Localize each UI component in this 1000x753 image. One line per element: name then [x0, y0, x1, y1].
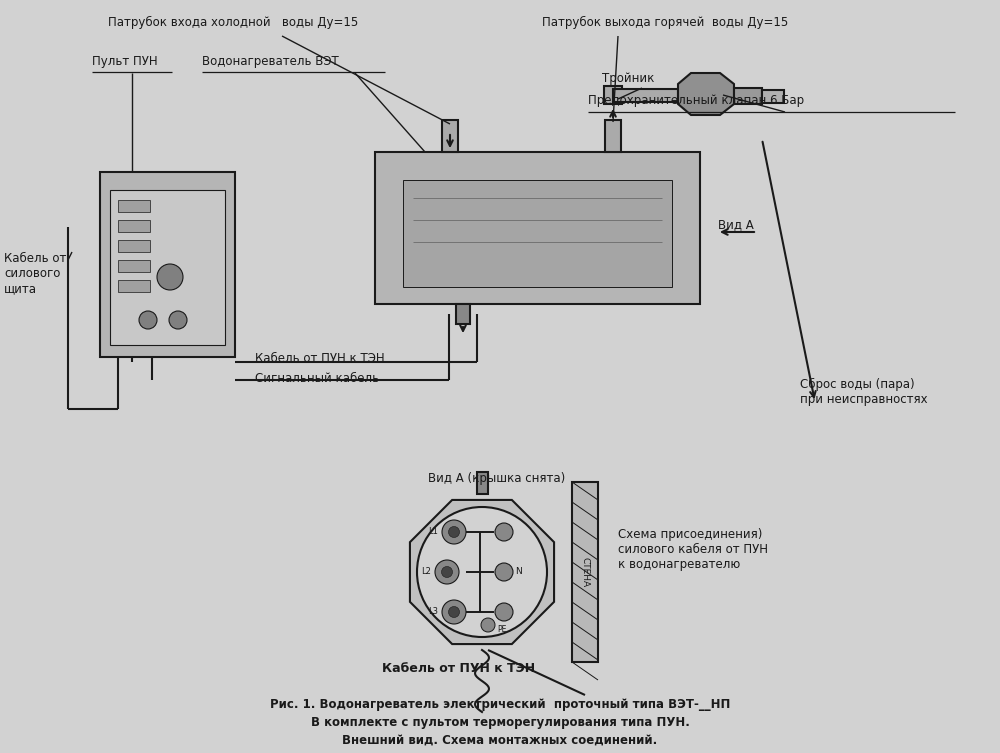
Text: Внешний вид. Схема монтажных соединений.: Внешний вид. Схема монтажных соединений.: [342, 734, 658, 747]
Circle shape: [157, 264, 183, 290]
Bar: [477, 472, 488, 494]
Text: L1: L1: [428, 528, 438, 536]
Text: Вид А: Вид А: [718, 218, 754, 231]
Bar: [762, 90, 784, 103]
Circle shape: [139, 311, 157, 329]
Bar: [456, 304, 470, 324]
Text: Сигнальный кабель: Сигнальный кабель: [255, 372, 379, 385]
Text: Водонагреватель ВЭТ: Водонагреватель ВЭТ: [202, 55, 339, 68]
Circle shape: [448, 606, 460, 617]
Circle shape: [169, 311, 187, 329]
Text: Кабель от
силового
щита: Кабель от силового щита: [4, 252, 66, 295]
Text: L2: L2: [421, 568, 431, 577]
Circle shape: [435, 560, 459, 584]
Text: Патрубок входа холодной   воды Ду=15: Патрубок входа холодной воды Ду=15: [108, 16, 358, 29]
Bar: [118, 220, 150, 232]
Text: Пульт ПУН: Пульт ПУН: [92, 55, 158, 68]
Polygon shape: [678, 73, 734, 115]
Bar: [110, 190, 225, 345]
Bar: [613, 89, 678, 102]
Circle shape: [442, 566, 453, 578]
Text: Тройник: Тройник: [602, 72, 654, 85]
Bar: [118, 200, 150, 212]
Text: PE: PE: [497, 624, 506, 633]
Text: L3: L3: [428, 608, 438, 617]
Bar: [403, 180, 672, 287]
Circle shape: [495, 603, 513, 621]
Bar: [572, 482, 598, 662]
Bar: [100, 172, 235, 357]
Bar: [118, 260, 150, 272]
Text: Патрубок выхода горячей  воды Ду=15: Патрубок выхода горячей воды Ду=15: [542, 16, 788, 29]
Text: Предохранительный клапан 6 Бар: Предохранительный клапан 6 Бар: [588, 94, 804, 107]
Bar: [734, 88, 762, 104]
Text: Рис. 1. Водонагреватель электрический  проточный типа ВЭТ-__НП: Рис. 1. Водонагреватель электрический пр…: [270, 698, 730, 711]
Bar: [375, 152, 700, 304]
Bar: [442, 120, 458, 152]
Bar: [118, 280, 150, 292]
Bar: [604, 86, 622, 104]
Bar: [118, 240, 150, 252]
Text: Кабель от ПУН к ТЭН: Кабель от ПУН к ТЭН: [382, 662, 535, 675]
Circle shape: [417, 507, 547, 637]
Text: N: N: [515, 568, 522, 577]
Text: СТЕНА: СТЕНА: [580, 557, 590, 587]
Text: Сброс воды (пара)
при неисправностях: Сброс воды (пара) при неисправностях: [800, 378, 928, 406]
Circle shape: [448, 526, 460, 538]
Bar: [605, 120, 621, 152]
Text: Кабель от ПУН к ТЭН: Кабель от ПУН к ТЭН: [255, 352, 385, 365]
Circle shape: [495, 563, 513, 581]
Circle shape: [495, 523, 513, 541]
Circle shape: [442, 520, 466, 544]
Text: Вид А (крышка снята): Вид А (крышка снята): [428, 472, 565, 485]
Text: Схема присоединения)
силового кабеля от ПУН
к водонагревателю: Схема присоединения) силового кабеля от …: [618, 528, 768, 571]
Polygon shape: [410, 500, 554, 644]
Circle shape: [481, 618, 495, 632]
Circle shape: [442, 600, 466, 624]
Text: В комплекте с пультом терморегулирования типа ПУН.: В комплекте с пультом терморегулирования…: [311, 716, 689, 729]
